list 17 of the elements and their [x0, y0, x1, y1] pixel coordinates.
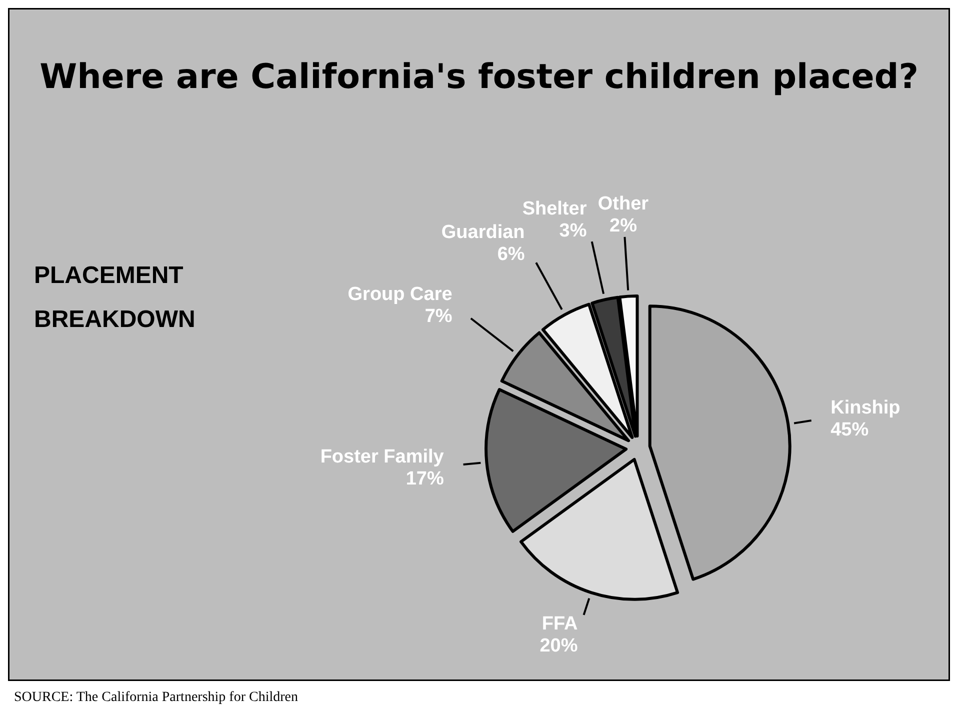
- slice-label: FFA: [542, 613, 578, 634]
- chart-title: Where are California's foster children placed?: [40, 57, 918, 97]
- slice-label: Guardian: [441, 222, 525, 244]
- data-label: 6%: [497, 244, 525, 266]
- source-note: SOURCE: The California Partnership for Children: [14, 690, 298, 705]
- data-label: 2%: [610, 215, 638, 236]
- data-label: 3%: [559, 220, 587, 242]
- slice-label: Foster Family: [320, 446, 444, 468]
- slice-label: Kinship: [830, 397, 900, 418]
- data-label: 20%: [540, 635, 578, 656]
- slice-label: Other: [598, 193, 650, 214]
- text: PLACEMENT BREAKDOWN: [34, 262, 196, 333]
- data-label: 7%: [424, 306, 452, 327]
- data-label: 45%: [830, 419, 869, 440]
- data-label: 17%: [406, 468, 444, 490]
- slice-label: Shelter: [522, 198, 588, 220]
- slice-label: Group Care: [348, 284, 452, 305]
